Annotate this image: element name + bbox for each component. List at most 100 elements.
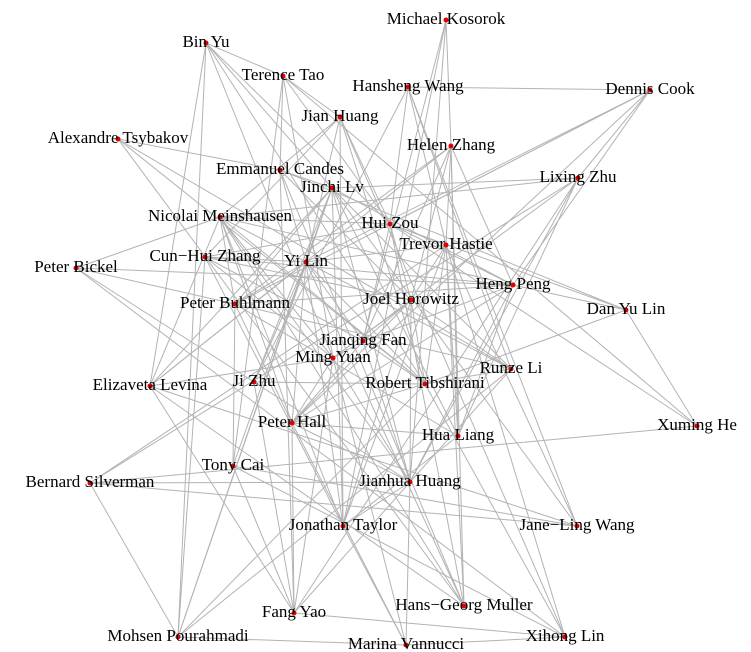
edge: [577, 89, 651, 179]
edge: [291, 422, 407, 646]
edge: [445, 244, 578, 527]
edge: [424, 244, 447, 385]
node-dot: [461, 603, 467, 609]
labels: Michael Kosorok Bin Yu Terence Tao Hansheng…: [26, 9, 737, 652]
edge: [291, 299, 412, 424]
node-dot: [694, 423, 700, 429]
node-dot: [217, 214, 223, 220]
edge: [117, 138, 465, 607]
node-label: Emmanuel Candes: [216, 159, 344, 178]
node-label: Xihong Lin: [526, 626, 605, 645]
node-label: Hui Zou: [361, 213, 419, 232]
edge: [291, 340, 364, 424]
node-dot: [405, 84, 411, 90]
nodes: [73, 17, 700, 648]
edge: [232, 465, 566, 638]
node-dot: [115, 136, 121, 142]
edge: [407, 86, 447, 246]
node-label: Cun−Hui Zhang: [149, 246, 261, 265]
edge: [305, 244, 447, 263]
edge: [409, 19, 447, 483]
edge: [279, 169, 465, 607]
edge: [625, 309, 698, 427]
node-dot: [562, 634, 568, 640]
edge: [293, 177, 579, 614]
node-label: Ji Zhu: [233, 371, 276, 390]
edge: [75, 267, 236, 305]
node-dot: [251, 379, 257, 385]
edge: [117, 138, 512, 370]
edge: [177, 256, 206, 638]
edge: [205, 42, 391, 225]
edge: [409, 299, 412, 483]
node-dot: [508, 366, 514, 372]
edge: [234, 261, 307, 305]
node-dot: [623, 307, 629, 313]
edge: [75, 267, 566, 638]
edge: [205, 42, 333, 189]
node-label: Joel Horowitz: [363, 289, 459, 308]
edge: [177, 368, 512, 638]
edge: [424, 383, 566, 638]
edge: [89, 244, 447, 484]
node-label: Nicolai Meinshausen: [148, 206, 292, 225]
edge: [219, 216, 391, 225]
edge: [204, 256, 364, 342]
edge: [410, 299, 512, 370]
edge: [219, 216, 307, 263]
edge: [89, 177, 579, 484]
edge: [282, 75, 391, 225]
node-dot: [408, 297, 414, 303]
edge: [219, 216, 344, 527]
node-label: Xuming He: [657, 415, 737, 434]
node-dot: [575, 175, 581, 181]
node-dot: [403, 642, 409, 648]
node-label: Jianqing Fan: [319, 330, 407, 349]
node-dot: [443, 17, 449, 23]
edge: [177, 261, 307, 638]
edge: [445, 145, 452, 246]
edge: [450, 145, 514, 286]
node-label: Alexandre Tsybakov: [48, 128, 189, 147]
node-label: Runze Li: [480, 358, 543, 377]
node-label: Jonathan Taylor: [289, 515, 398, 534]
edge: [232, 465, 578, 527]
node-dot: [443, 242, 449, 248]
edge: [512, 284, 627, 311]
edge: [331, 187, 578, 527]
edge: [389, 223, 465, 607]
edge: [291, 357, 334, 424]
edge: [342, 435, 459, 527]
node-label: Peter Hall: [258, 412, 327, 431]
edge: [219, 216, 293, 424]
edge: [424, 368, 512, 385]
node-dot: [232, 301, 238, 307]
edge: [205, 42, 284, 77]
edge: [291, 422, 411, 483]
node-dot: [175, 634, 181, 640]
edge: [450, 145, 465, 607]
edge: [342, 19, 447, 527]
edge: [219, 216, 426, 385]
node-dot: [73, 265, 79, 271]
node-label: Tony Cai: [202, 455, 265, 474]
edge: [234, 145, 452, 305]
edge: [149, 261, 307, 387]
node-dot: [574, 523, 580, 529]
edge: [291, 284, 514, 424]
node-label: Dan Yu Lin: [587, 299, 666, 318]
node-label: Jianhua Huang: [359, 471, 461, 490]
edge: [89, 482, 578, 527]
node-label: Helen Zhang: [407, 135, 496, 154]
edge: [291, 422, 459, 437]
node-dot: [230, 463, 236, 469]
edge: [149, 357, 334, 387]
node-label: Hansheng Wang: [352, 76, 464, 95]
edge: [362, 284, 514, 342]
node-label: Bin Yu: [182, 32, 230, 51]
edge: [117, 138, 426, 385]
edge: [362, 145, 452, 342]
edge: [75, 267, 514, 286]
edge: [205, 42, 426, 385]
node-dot: [289, 420, 295, 426]
